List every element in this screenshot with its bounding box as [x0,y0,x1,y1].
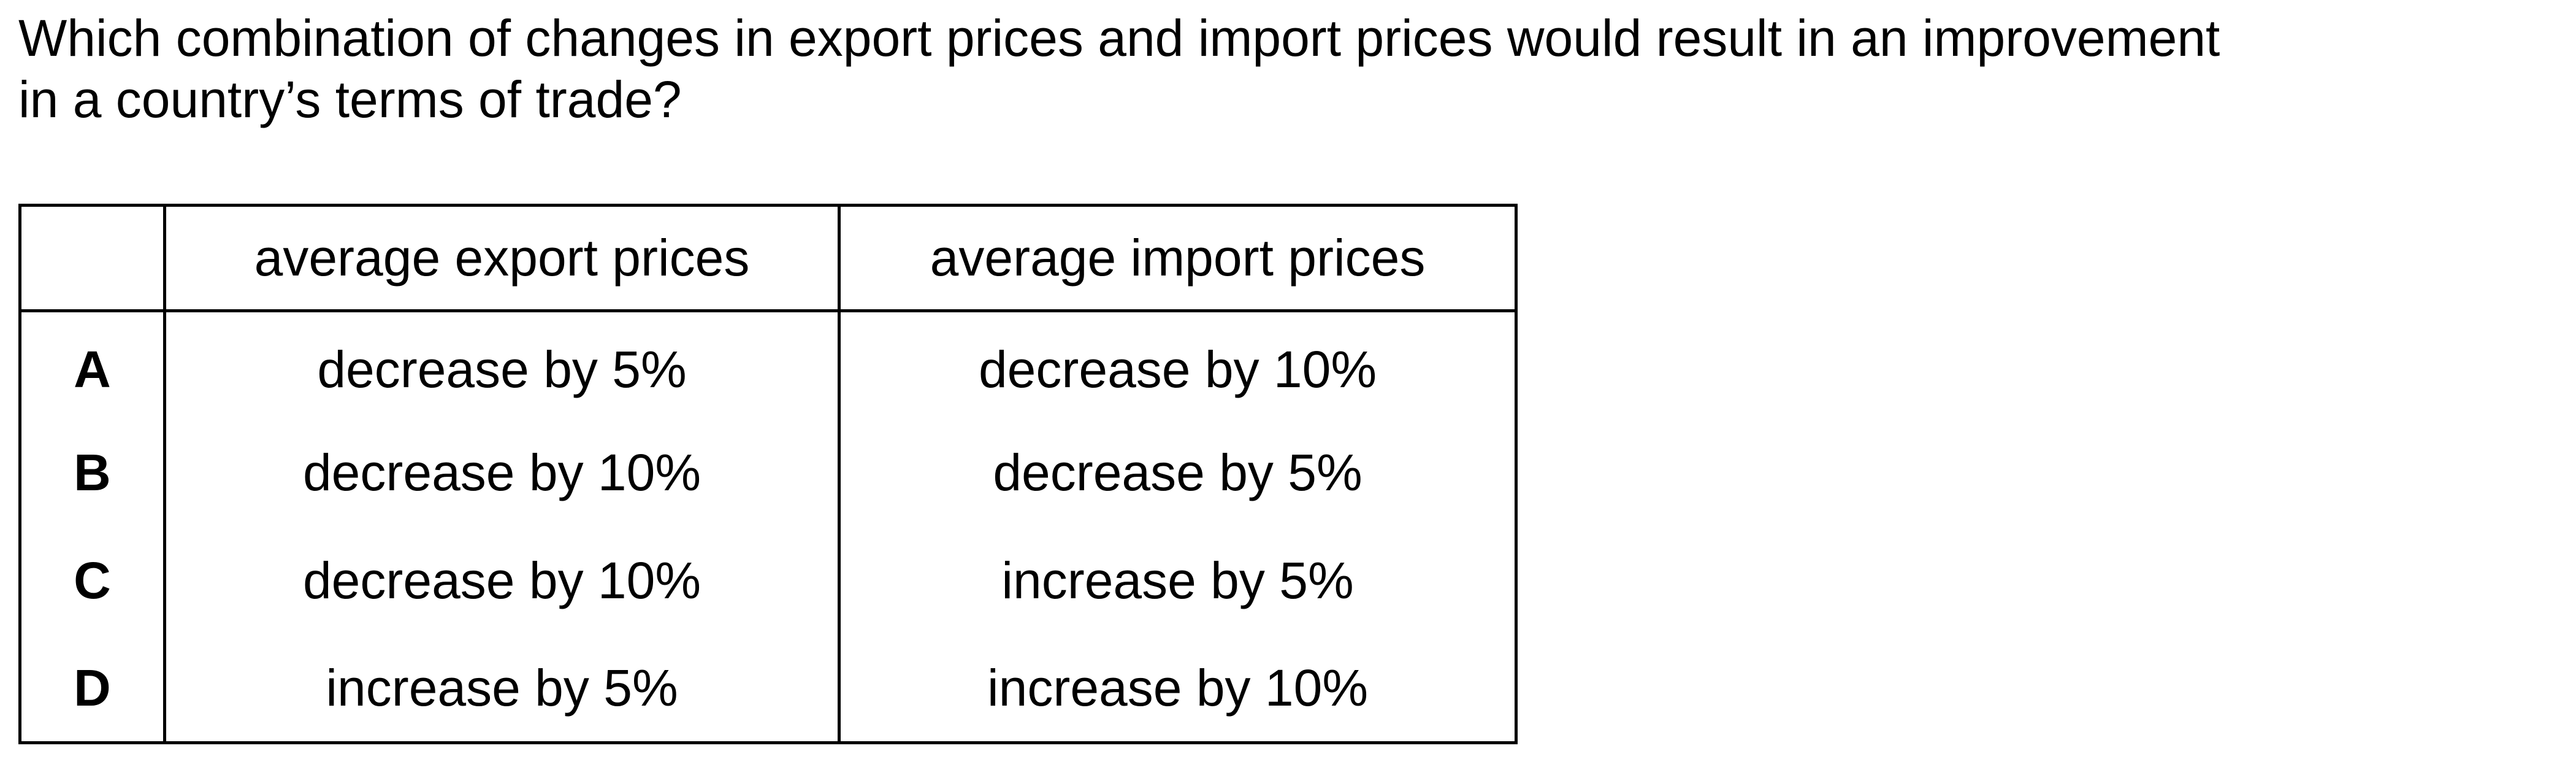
export-price-change: decrease by 10% [163,418,841,527]
option-letter: D [18,634,166,744]
import-price-change: increase by 10% [838,634,1518,744]
table-row: A decrease by 5% decrease by 10% [18,310,1518,419]
header-import-prices: average import prices [838,204,1518,312]
import-price-change: increase by 5% [838,526,1518,635]
question-line-1: Which combination of changes in export p… [18,9,2220,67]
question-line-2: in a country’s terms of trade? [18,71,682,128]
import-price-change: decrease by 10% [838,310,1518,419]
export-price-change: decrease by 5% [163,310,841,419]
options-table: average export prices average import pri… [18,204,1518,744]
header-cell-blank [18,204,166,312]
table-row: D increase by 5% increase by 10% [18,634,1518,744]
option-letter: A [18,310,166,419]
option-letter: B [18,418,166,527]
option-letter: C [18,526,166,635]
table-row: B decrease by 10% decrease by 5% [18,418,1518,527]
export-price-change: increase by 5% [163,634,841,744]
import-price-change: decrease by 5% [838,418,1518,527]
table-header-row: average export prices average import pri… [18,204,1518,312]
question-text: Which combination of changes in export p… [18,7,2532,130]
export-price-change: decrease by 10% [163,526,841,635]
header-export-prices: average export prices [163,204,841,312]
table-row: C decrease by 10% increase by 5% [18,526,1518,635]
